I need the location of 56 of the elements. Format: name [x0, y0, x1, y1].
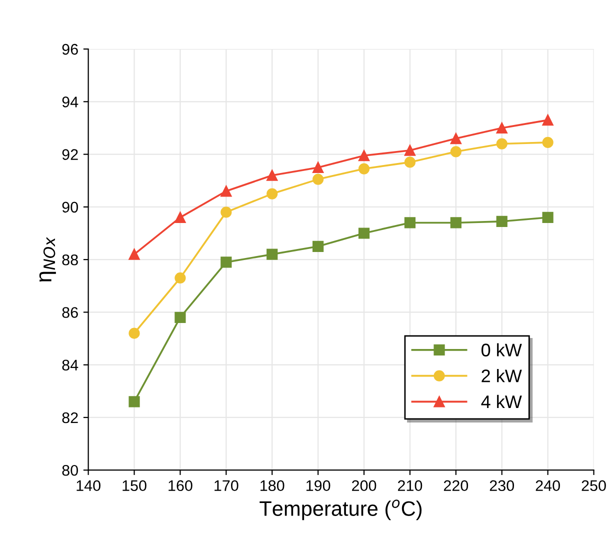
x-tick-label: 180: [260, 480, 284, 492]
point: [174, 312, 186, 324]
point: [542, 114, 554, 126]
point: [128, 248, 140, 260]
x-tick-label: 170: [214, 480, 238, 492]
y-tick-label: 88: [62, 254, 78, 266]
x-axis-title: Temperature ($^{o}$C): [260, 500, 422, 520]
point: [404, 144, 416, 156]
point: [266, 248, 278, 260]
y-tick-label: 92: [62, 149, 78, 160]
point: [358, 150, 370, 162]
x-tick-label: 150: [122, 480, 146, 492]
point: [542, 212, 554, 224]
x-tick-label: 160: [168, 480, 192, 492]
point: [450, 217, 462, 228]
point: [450, 132, 462, 144]
x-tick-label: 200: [352, 480, 376, 492]
point: [266, 170, 278, 181]
y-tick-label: 80: [62, 464, 78, 476]
x-tick-label: 220: [444, 480, 468, 492]
point: [220, 186, 232, 197]
point: [128, 396, 140, 408]
point: [496, 138, 508, 150]
x-tick-label: 210: [398, 480, 422, 492]
point: [266, 188, 278, 200]
legend-label: 4 kW: [481, 394, 522, 408]
y-tick-label: 82: [62, 412, 78, 424]
point: [496, 122, 508, 134]
x-tick-label: 190: [306, 480, 330, 492]
y-tick-label: 96: [62, 44, 78, 55]
x-tick-label: 250: [582, 480, 606, 492]
y-axis-title: η$_{NOx}$: [39, 237, 56, 282]
point: [128, 328, 140, 339]
point: [220, 206, 232, 218]
point: [358, 228, 370, 239]
point: [312, 162, 324, 174]
x-tick-label: 230: [490, 480, 514, 492]
point: [174, 212, 186, 224]
point: [312, 240, 324, 252]
x-tick-label: 240: [536, 480, 560, 492]
y-tick-label: 84: [62, 360, 78, 371]
y-tick-label: 86: [62, 307, 78, 318]
point: [174, 272, 186, 284]
point: [404, 217, 416, 228]
point: [496, 216, 508, 227]
point: [220, 256, 232, 268]
point: [404, 156, 416, 168]
point: [542, 136, 554, 148]
y-tick-label: 90: [62, 202, 78, 213]
legend-label: 0 kW: [482, 343, 522, 356]
point: [358, 163, 370, 174]
legend-label: 2 kW: [482, 369, 522, 382]
point: [312, 174, 324, 185]
y-tick-label: 94: [62, 96, 78, 108]
x-tick-label: 140: [76, 480, 100, 492]
point: [450, 146, 462, 158]
